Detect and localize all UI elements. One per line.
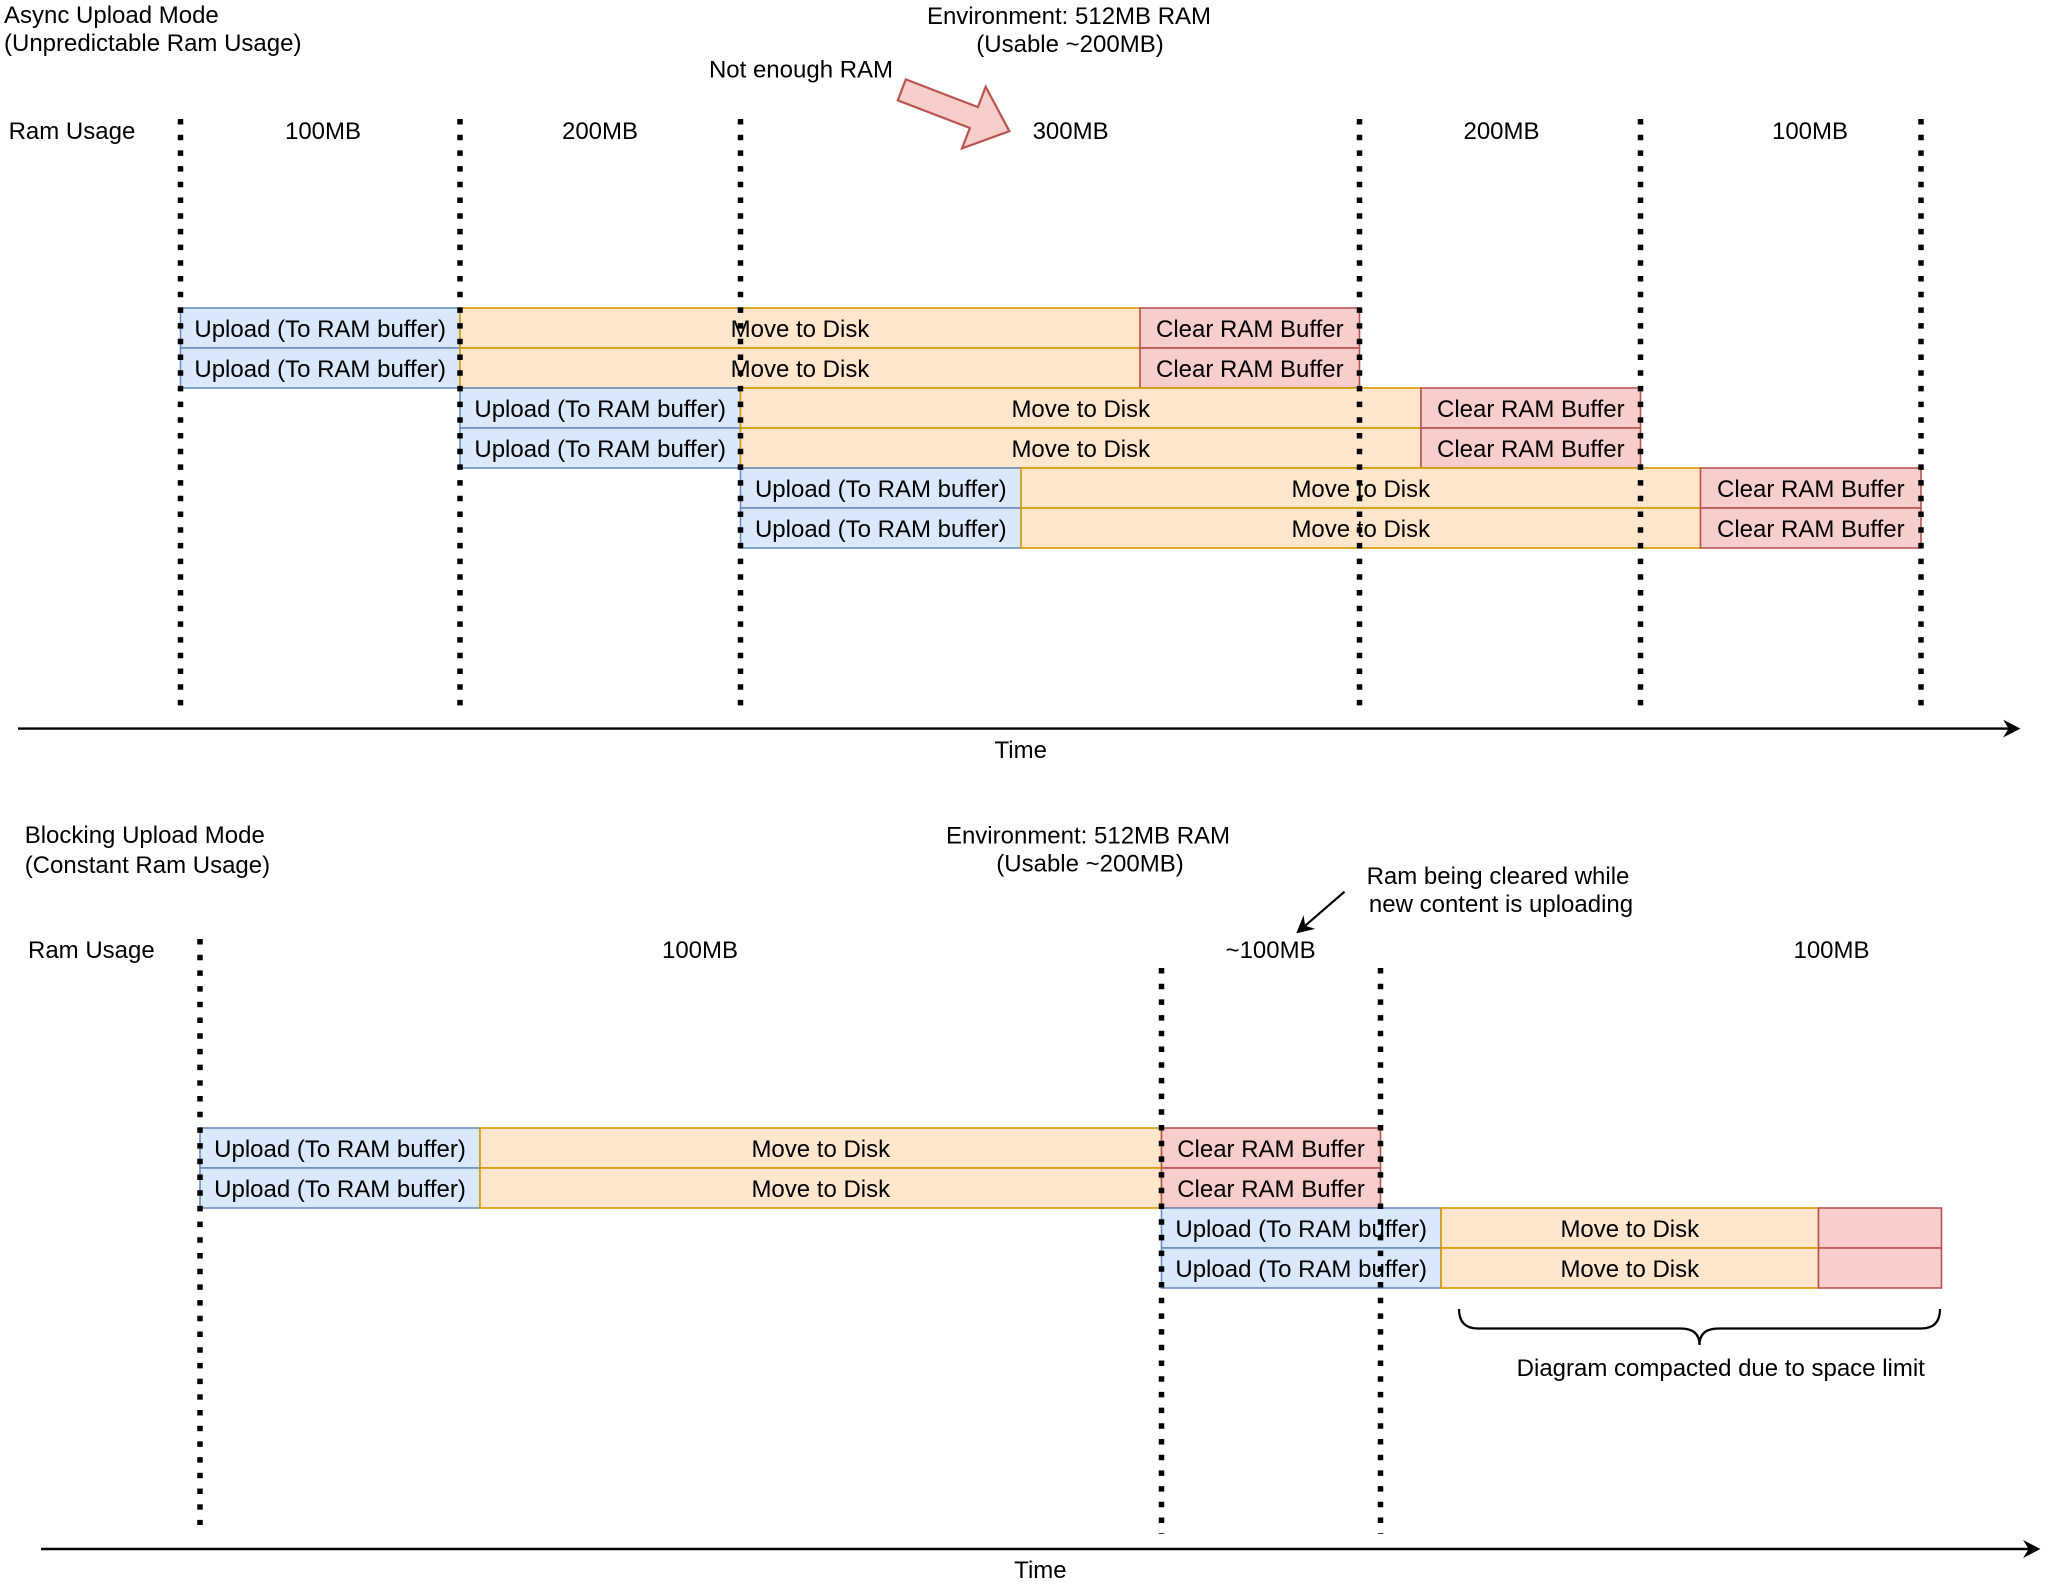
svg-text:Time: Time (1014, 1557, 1066, 1584)
svg-text:100MB: 100MB (285, 118, 361, 145)
svg-text:Environment: 512MB RAM: Environment: 512MB RAM (946, 823, 1230, 850)
svg-text:Upload (To RAM buffer): Upload (To RAM buffer) (1175, 1256, 1427, 1283)
svg-text:Clear RAM Buffer: Clear RAM Buffer (1437, 396, 1625, 423)
svg-text:Clear RAM Buffer: Clear RAM Buffer (1717, 476, 1905, 503)
svg-text:Clear RAM Buffer: Clear RAM Buffer (1437, 436, 1625, 463)
svg-text:Move to Disk: Move to Disk (1011, 396, 1151, 423)
svg-text:Blocking Upload Mode: Blocking Upload Mode (25, 822, 265, 849)
svg-text:200MB: 200MB (562, 118, 638, 145)
svg-text:Diagram compacted due to space: Diagram compacted due to space limit (1517, 1355, 1926, 1382)
svg-text:(Unpredictable Ram Usage): (Unpredictable Ram Usage) (4, 30, 301, 57)
svg-text:200MB: 200MB (1463, 118, 1539, 145)
svg-text:Upload (To RAM buffer): Upload (To RAM buffer) (194, 356, 446, 383)
svg-text:Upload (To RAM buffer): Upload (To RAM buffer) (474, 436, 726, 463)
svg-text:Time: Time (994, 737, 1046, 764)
svg-text:~100MB: ~100MB (1226, 937, 1316, 964)
svg-text:Environment: 512MB RAM: Environment: 512MB RAM (927, 3, 1211, 30)
svg-text:Move to Disk: Move to Disk (751, 1136, 891, 1163)
svg-text:Clear RAM Buffer: Clear RAM Buffer (1717, 516, 1905, 543)
svg-text:Ram being cleared while: Ram being cleared while (1367, 863, 1630, 890)
svg-text:(Usable ~200MB): (Usable ~200MB) (976, 31, 1163, 58)
svg-text:Move to Disk: Move to Disk (751, 1176, 891, 1203)
svg-text:Move to Disk: Move to Disk (731, 316, 871, 343)
svg-text:new content is uploading: new content is uploading (1369, 891, 1633, 918)
svg-text:Clear RAM Buffer: Clear RAM Buffer (1156, 356, 1344, 383)
svg-text:Upload (To RAM buffer): Upload (To RAM buffer) (755, 516, 1007, 543)
svg-text:Move to Disk: Move to Disk (731, 356, 871, 383)
svg-text:Upload (To RAM buffer): Upload (To RAM buffer) (194, 316, 446, 343)
svg-text:Upload (To RAM buffer): Upload (To RAM buffer) (214, 1176, 466, 1203)
svg-text:Move to Disk: Move to Disk (1011, 436, 1151, 463)
svg-text:Clear RAM Buffer: Clear RAM Buffer (1177, 1136, 1365, 1163)
svg-text:Upload (To RAM buffer): Upload (To RAM buffer) (755, 476, 1007, 503)
svg-text:(Usable ~200MB): (Usable ~200MB) (996, 851, 1183, 878)
svg-text:Not enough RAM: Not enough RAM (709, 57, 893, 84)
svg-text:Ram Usage: Ram Usage (28, 937, 155, 964)
svg-text:100MB: 100MB (1772, 118, 1848, 145)
svg-text:Async Upload Mode: Async Upload Mode (4, 2, 219, 29)
svg-text:100MB: 100MB (662, 937, 738, 964)
svg-text:Move to Disk: Move to Disk (1560, 1256, 1700, 1283)
svg-text:Clear RAM Buffer: Clear RAM Buffer (1177, 1176, 1365, 1203)
svg-text:100MB: 100MB (1793, 937, 1869, 964)
svg-text:Move to Disk: Move to Disk (1560, 1216, 1700, 1243)
svg-text:(Constant Ram Usage): (Constant Ram Usage) (25, 852, 270, 879)
svg-text:Upload (To RAM buffer): Upload (To RAM buffer) (214, 1136, 466, 1163)
svg-text:300MB: 300MB (1033, 118, 1109, 145)
svg-text:Clear RAM Buffer: Clear RAM Buffer (1156, 316, 1344, 343)
svg-text:Upload (To RAM buffer): Upload (To RAM buffer) (1175, 1216, 1427, 1243)
svg-text:Upload (To RAM buffer): Upload (To RAM buffer) (474, 396, 726, 423)
svg-text:Ram Usage: Ram Usage (9, 118, 136, 145)
